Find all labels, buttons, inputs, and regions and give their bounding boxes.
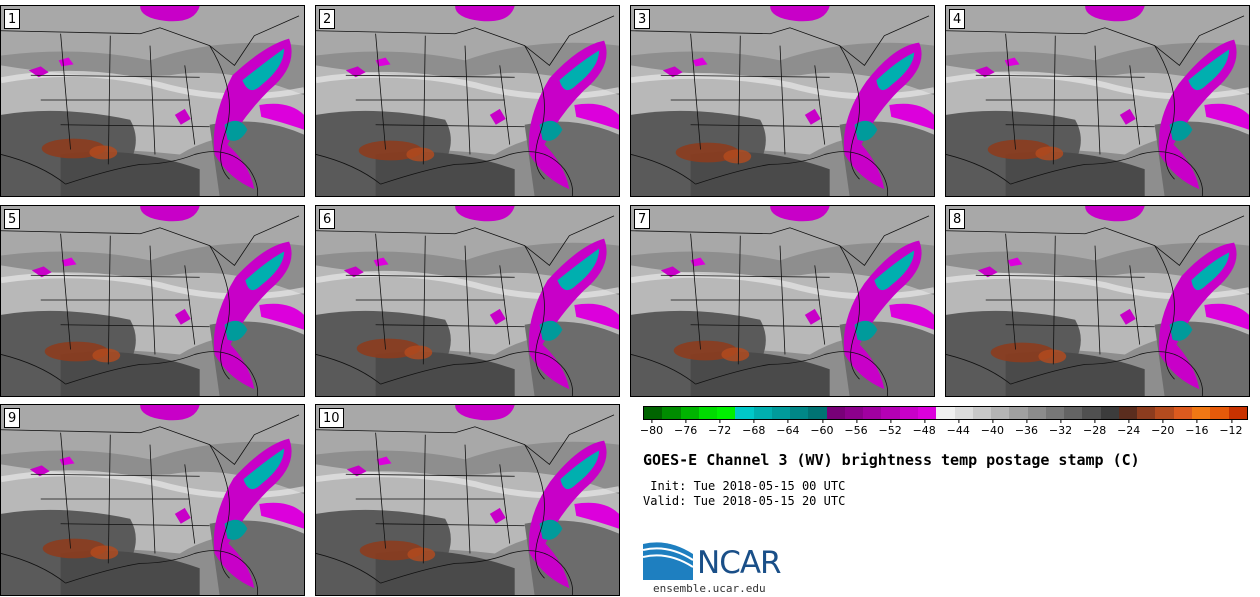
colorbar-cell <box>1191 407 1211 419</box>
colorbar-cell <box>899 407 918 419</box>
colorbar-cell <box>717 407 736 419</box>
map-panel: 4 <box>945 5 1250 197</box>
valid-time: Valid: Tue 2018-05-15 20 UTC <box>643 494 846 508</box>
colorbar-cell <box>1027 407 1046 419</box>
colorbar-cell <box>662 407 681 419</box>
ncar-logo-text: NCAR <box>697 545 782 581</box>
colorbar-cell <box>808 407 827 419</box>
figure-title: GOES-E Channel 3 (WV) brightness temp po… <box>643 451 1140 469</box>
map-panel: 9 <box>0 404 305 596</box>
colorbar-cell <box>826 407 845 419</box>
colorbar-tick-label: −16 <box>1185 420 1208 437</box>
colorbar-tick-label: −64 <box>776 420 799 437</box>
colorbar-cell <box>771 407 791 419</box>
map-image <box>316 206 619 396</box>
colorbar-cell <box>790 407 809 419</box>
colorbar-tick-label: −72 <box>708 420 731 437</box>
panel-number: 8 <box>949 209 966 229</box>
map-panel: 1 <box>0 5 305 197</box>
colorbar-cell <box>991 407 1010 419</box>
colorbar-cell <box>1009 407 1028 419</box>
panel-number: 5 <box>4 209 21 229</box>
colorbar-ticks: −80 −76 −72 −68 −64 −60 −56 −52 −48 −44 −40 −36 −32−… <box>640 420 1248 440</box>
colorbar-cell <box>753 407 772 419</box>
colorbar-tick-label: −56 <box>844 420 868 437</box>
colorbar-tick-label: −12 <box>1219 420 1243 437</box>
colorbar-tick-label: −76 <box>674 420 697 437</box>
colorbar-cell <box>863 407 882 419</box>
map-panel: 10 <box>315 404 620 596</box>
panel-number: 3 <box>634 9 651 29</box>
colorbar-cell <box>881 407 900 419</box>
map-image <box>946 6 1249 196</box>
map-image <box>1 206 304 396</box>
map-image <box>1 405 304 595</box>
colorbar-cell <box>1210 407 1229 419</box>
init-time: Init: Tue 2018-05-15 00 UTC <box>643 479 846 493</box>
colorbar-tick-label: −52 <box>879 420 902 437</box>
map-panel: 7 <box>630 205 935 397</box>
panel-number: 4 <box>949 9 966 29</box>
map-panel: 2 <box>315 5 620 197</box>
colorbar-cell <box>698 407 718 419</box>
colorbar-cell <box>1082 407 1101 419</box>
colorbar-tick-label: −68 <box>742 420 765 437</box>
colorbar-cell <box>1100 407 1119 419</box>
colorbar-cell <box>1228 407 1247 419</box>
colorbar-cell <box>844 407 864 419</box>
map-image <box>946 206 1249 396</box>
colorbar-cell <box>1173 407 1192 419</box>
colorbar-tick-label: −20 <box>1151 420 1174 437</box>
map-panel: 5 <box>0 205 305 397</box>
colorbar-tick-label: −36 <box>1015 420 1038 437</box>
panel-number: 1 <box>4 9 21 29</box>
colorbar-cell <box>1155 407 1174 419</box>
colorbar-cell <box>954 407 973 419</box>
panel-number: 9 <box>4 408 21 428</box>
map-image <box>316 405 619 595</box>
colorbar-cell <box>1137 407 1156 419</box>
colorbar-cell <box>680 407 699 419</box>
panel-number: 10 <box>319 408 344 428</box>
map-image <box>1 6 304 196</box>
ncar-url: ensemble.ucar.edu <box>653 582 766 595</box>
colorbar-tick-label: −32 <box>1049 420 1072 437</box>
panel-number: 6 <box>319 209 336 229</box>
colorbar-cell <box>1118 407 1138 419</box>
colorbar <box>643 406 1248 420</box>
colorbar-cell <box>644 407 663 419</box>
colorbar-cell <box>1064 407 1083 419</box>
map-image <box>316 6 619 196</box>
colorbar-tick-label: −48 <box>913 420 936 437</box>
map-panel: 3 <box>630 5 935 197</box>
panel-number: 2 <box>319 9 336 29</box>
ncar-logo-icon <box>643 542 694 580</box>
panel-number: 7 <box>634 209 651 229</box>
colorbar-tick-label: −80 <box>640 420 663 437</box>
colorbar-cell <box>917 407 937 419</box>
map-panel: 6 <box>315 205 620 397</box>
colorbar-cell <box>972 407 992 419</box>
map-image <box>631 6 934 196</box>
colorbar-tick-label: −40 <box>981 420 1004 437</box>
map-panel: 8 <box>945 205 1250 397</box>
colorbar-cell <box>1045 407 1065 419</box>
colorbar-tick-label: −28 <box>1083 420 1106 437</box>
colorbar-cell <box>936 407 955 419</box>
colorbar-tick-label: −24 <box>1117 420 1140 437</box>
map-image <box>631 206 934 396</box>
colorbar-tick-label: −60 <box>810 420 834 437</box>
colorbar-tick-label: −44 <box>947 420 970 437</box>
colorbar-cell <box>735 407 754 419</box>
